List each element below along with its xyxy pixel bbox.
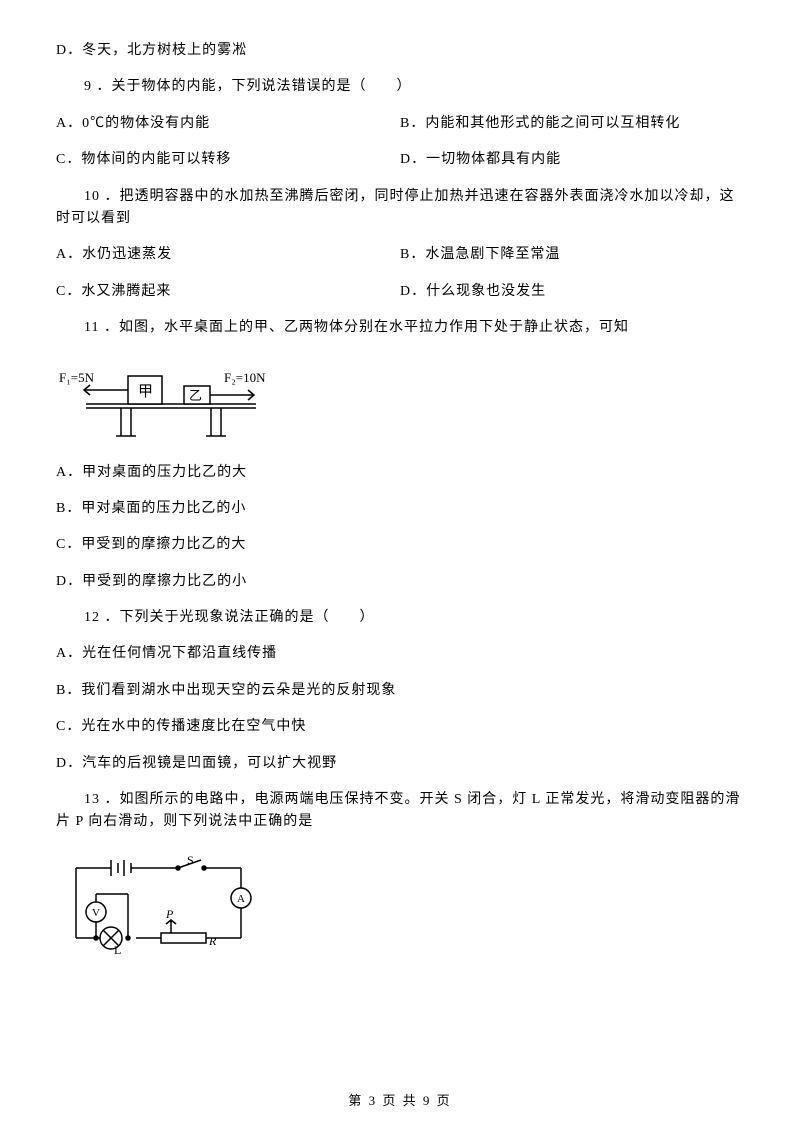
q13-a-label: A [237, 893, 245, 905]
q11-option-a: A．甲对桌面的压力比乙的大 [56, 462, 744, 484]
q11-f1-label: F₁=5N [59, 370, 95, 385]
q9-stem: 9 ．关于物体的内能，下列说法错误的是（ ） [56, 76, 744, 98]
q11-yi-label: 乙 [189, 388, 202, 403]
q11-figure: F₁=5N F₂=10N 甲 乙 [56, 354, 744, 444]
q12-stem: 12 ．下列关于光现象说法正确的是（ ） [56, 607, 744, 629]
q9-option-b: B．内能和其他形式的能之间可以互相转化 [400, 113, 744, 135]
q11-option-d: D．甲受到的摩擦力比乙的小 [56, 571, 744, 593]
q8-option-d: D．冬天，北方树枝上的雾凇 [56, 40, 744, 62]
q13-figure: S A V L P R [56, 848, 744, 958]
q13-r-label: R [208, 934, 217, 948]
q10-option-c: C．水又沸腾起来 [56, 281, 400, 303]
q11-f2-label: F₂=10N [224, 370, 266, 385]
q11-stem: 11 ．如图，水平桌面上的甲、乙两物体分别在水平拉力作用下处于静止状态，可知 [56, 317, 744, 339]
q11-option-c: C．甲受到的摩擦力比乙的大 [56, 534, 744, 556]
q11-jia-label: 甲 [138, 384, 153, 400]
q10-stem: 10 ．把透明容器中的水加热至沸腾后密闭，同时停止加热并迅速在容器外表面浇冷水加… [56, 186, 744, 231]
q9-option-d: D．一切物体都具有内能 [400, 149, 744, 171]
q13-s-label: S [187, 853, 194, 867]
q13-p-label: P [165, 907, 174, 921]
q11-option-b: B．甲对桌面的压力比乙的小 [56, 498, 744, 520]
q10-option-a: A．水仍迅速蒸发 [56, 244, 400, 266]
q9-option-a: A．0℃的物体没有内能 [56, 113, 400, 135]
q12-option-c: C．光在水中的传播速度比在空气中快 [56, 716, 744, 738]
q13-v-label: V [92, 907, 100, 919]
q12-option-d: D．汽车的后视镜是凹面镜，可以扩大视野 [56, 753, 744, 775]
q10-option-d: D．什么现象也没发生 [400, 281, 744, 303]
q13-l-label: L [114, 943, 121, 957]
q12-option-a: A．光在任何情况下都沿直线传播 [56, 643, 744, 665]
q10-option-b: B．水温急剧下降至常温 [400, 244, 744, 266]
page-footer: 第 3 页 共 9 页 [0, 1091, 800, 1112]
q13-stem: 13 ．如图所示的电路中，电源两端电压保持不变。开关 S 闭合，灯 L 正常发光… [56, 789, 744, 834]
q9-option-c: C．物体间的内能可以转移 [56, 149, 400, 171]
q12-option-b: B．我们看到湖水中出现天空的云朵是光的反射现象 [56, 680, 744, 702]
